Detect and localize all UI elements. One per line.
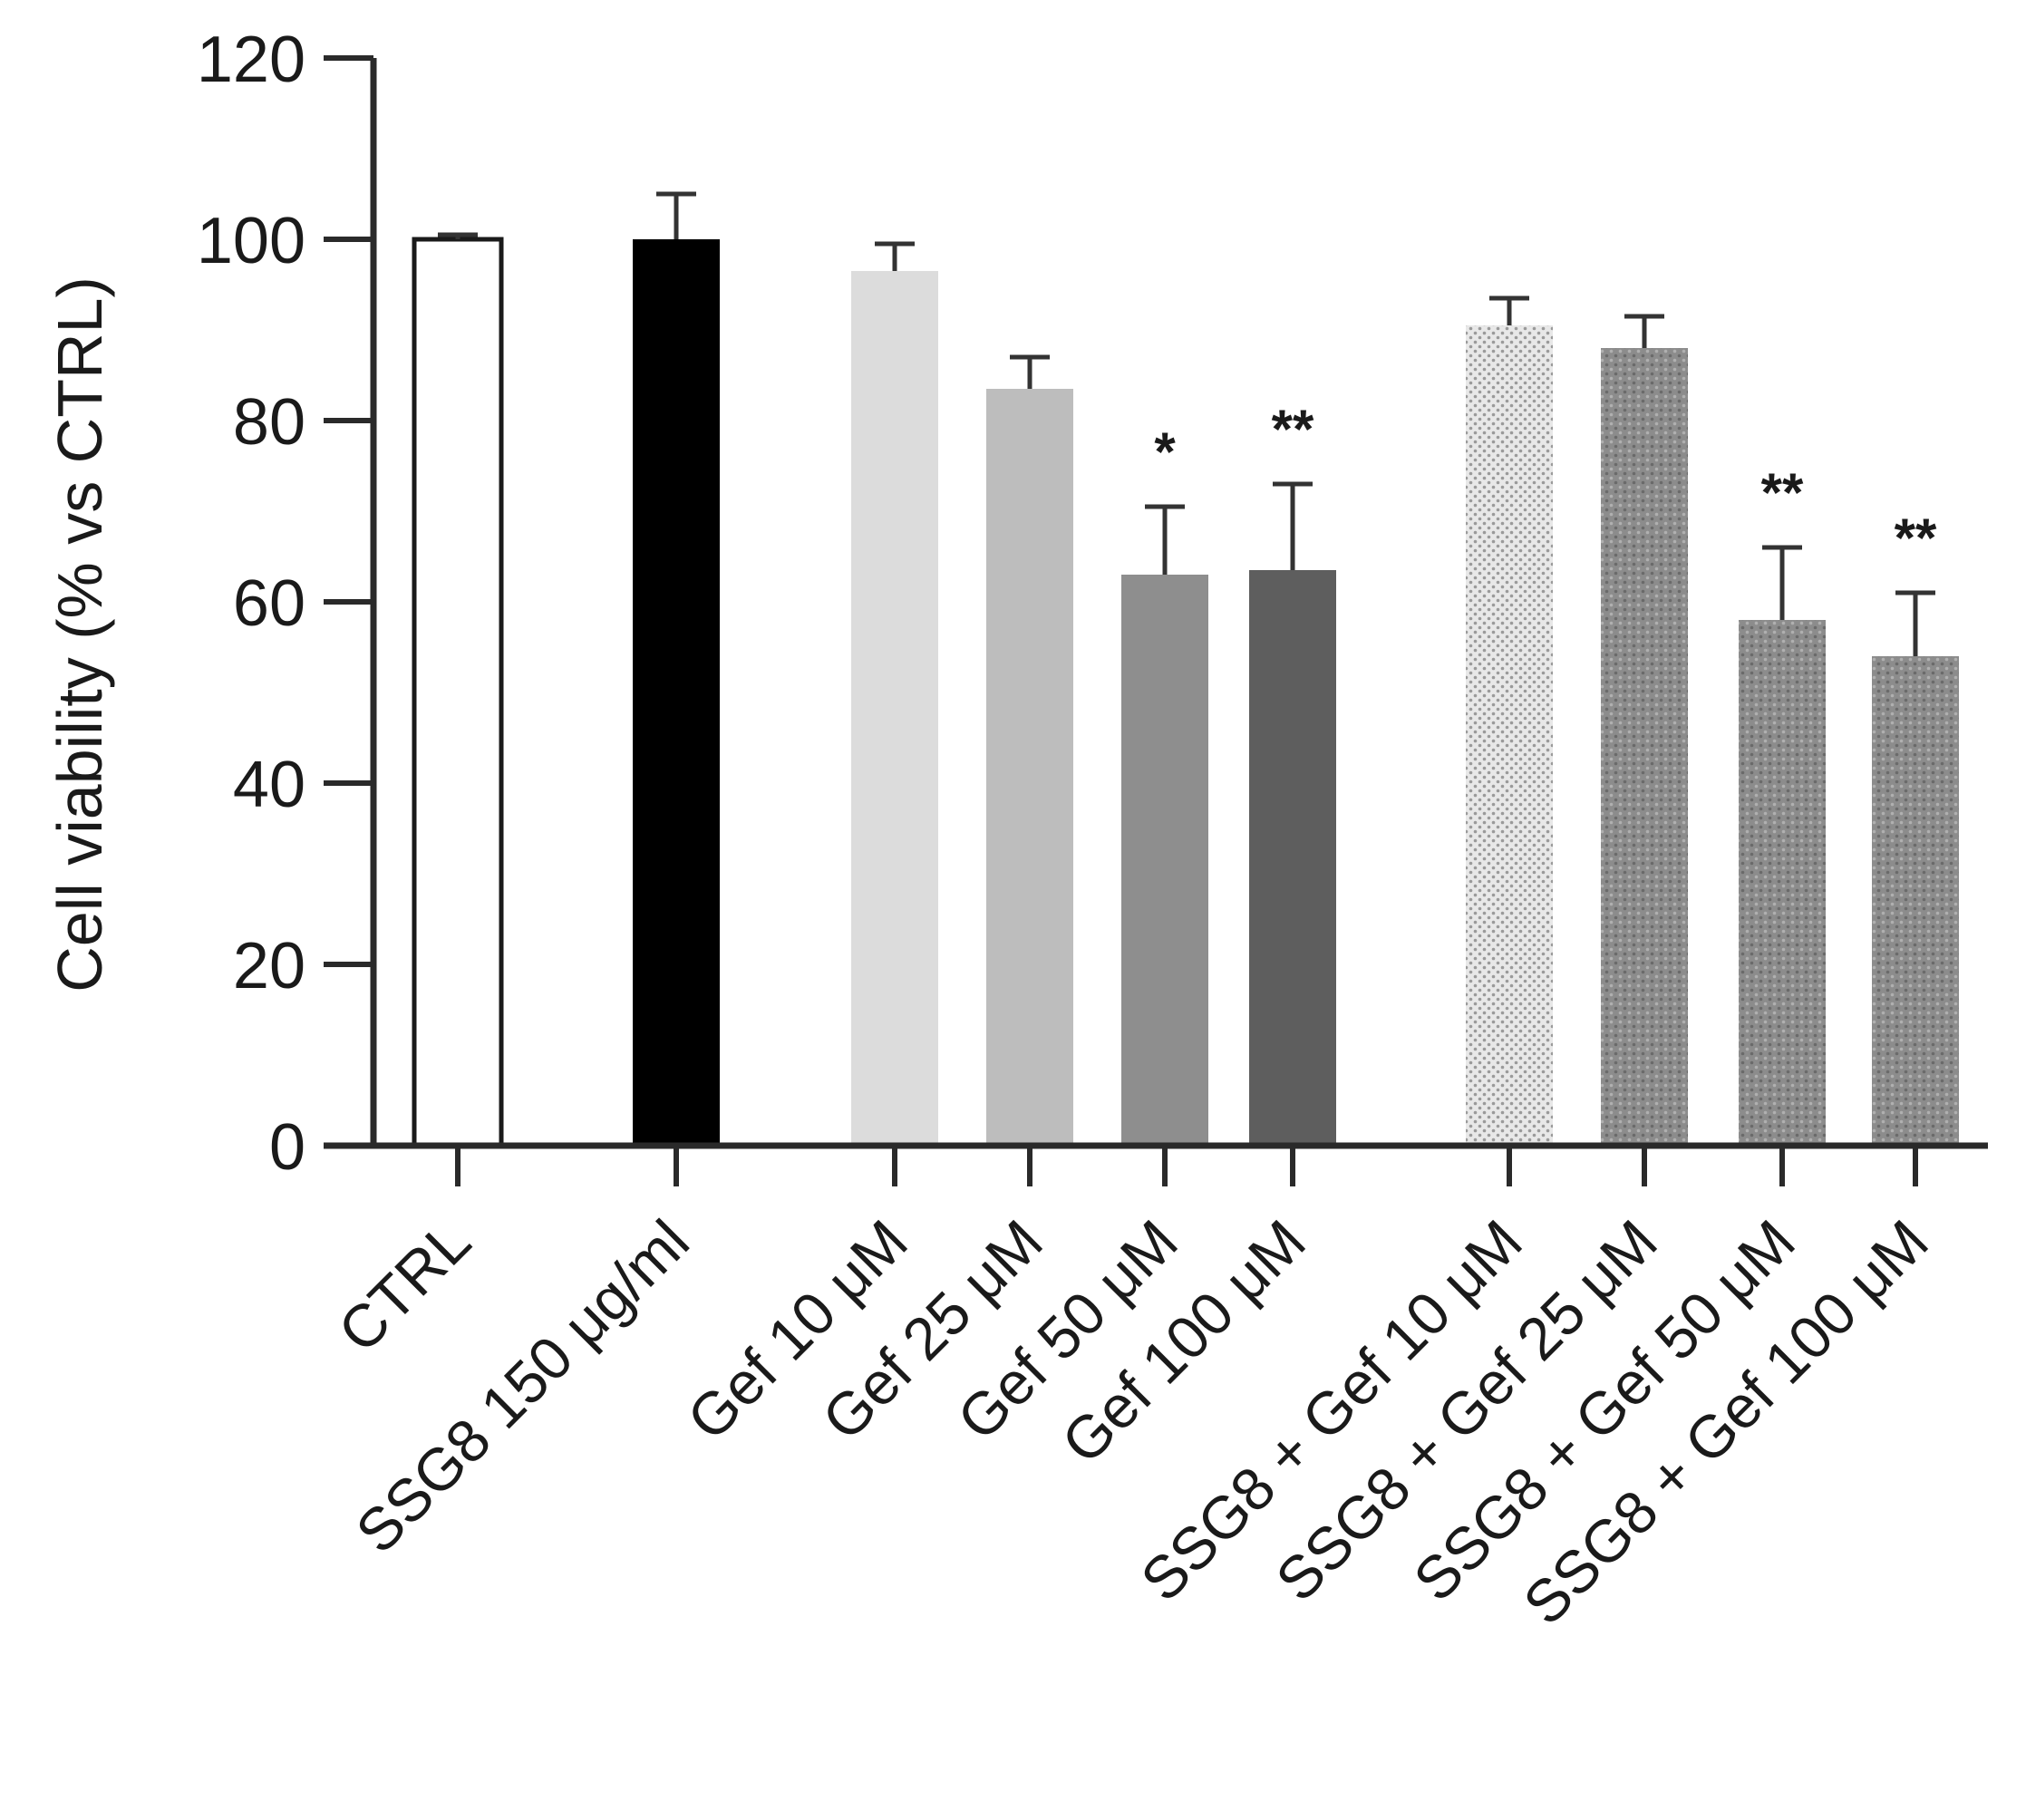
bar <box>633 239 720 1146</box>
significance-mark: ** <box>1895 508 1937 568</box>
bar <box>1601 348 1688 1146</box>
bar <box>851 271 938 1146</box>
bar <box>1249 570 1336 1146</box>
bar <box>1872 656 1959 1146</box>
y-tick-label: 60 <box>233 567 305 640</box>
y-tick-label: 40 <box>233 749 305 821</box>
bar <box>986 389 1073 1146</box>
y-tick-label: 80 <box>233 386 305 459</box>
y-tick-label: 20 <box>233 930 305 1002</box>
axes-group <box>324 55 1988 1186</box>
bars-group <box>412 191 1959 1148</box>
bar <box>1739 620 1826 1146</box>
bar <box>1466 325 1553 1146</box>
y-tick-label: 100 <box>197 205 305 277</box>
y-axis-title: Cell viability (% vs CTRL) <box>44 276 115 992</box>
x-tick-label: CTRL <box>325 1207 483 1365</box>
bar <box>1121 575 1208 1146</box>
significance-mark: * <box>1154 421 1176 482</box>
significance-mark: ** <box>1761 462 1804 523</box>
bar <box>412 237 504 1148</box>
significance-mark: ** <box>1272 399 1314 460</box>
y-tick-label: 0 <box>269 1111 305 1184</box>
y-tick-label: 120 <box>197 24 305 96</box>
